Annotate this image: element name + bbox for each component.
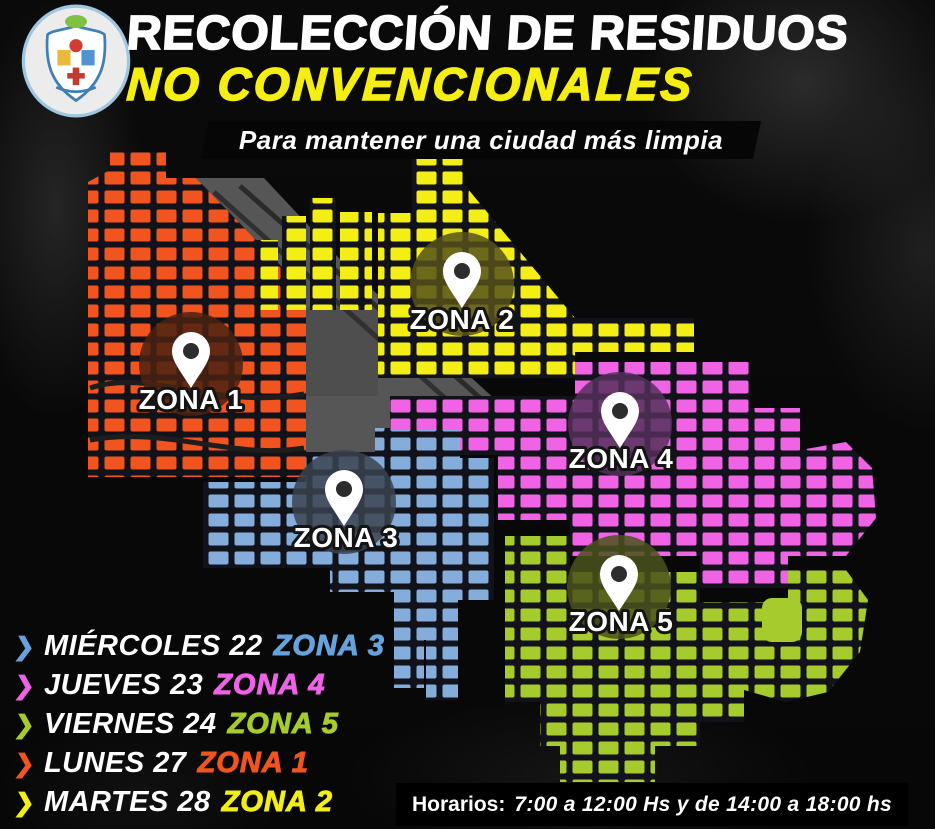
zona-5-area (505, 536, 868, 782)
collection-schedule: ❯ MIÉRCOLES 22 ZONA 3 ❯ JUEVES 23 ZONA 4… (12, 630, 385, 825)
schedule-row-miercoles: ❯ MIÉRCOLES 22 ZONA 3 (12, 630, 385, 669)
zona-1-label: ZONA 1 (139, 384, 244, 415)
zona-4-map-pin-icon (568, 372, 672, 476)
hours-label: Horarios: (412, 792, 506, 816)
schedule-day: VIERNES 24 (43, 708, 217, 740)
chevron-right-icon: ❯ (12, 750, 37, 778)
poster-title: RECOLECCIÓN DE RESIDUOS (124, 6, 851, 61)
zona-5-map-pin-icon (567, 535, 671, 639)
tagline-text: Para mantener una ciudad más limpia (238, 124, 724, 155)
zona-2-label: ZONA 2 (410, 304, 515, 335)
zona-1-map-pin-icon (139, 312, 243, 416)
tagline-banner: Para mantener una ciudad más limpia (200, 121, 762, 159)
schedule-day: JUEVES 23 (43, 669, 204, 701)
schedule-zone: ZONA 2 (221, 786, 333, 819)
hours-value: 7:00 a 12:00 Hs y de 14:00 a 18:00 hs (514, 792, 893, 816)
schedule-row-viernes: ❯ VIERNES 24 ZONA 5 (12, 708, 385, 747)
schedule-row-martes: ❯ MARTES 28 ZONA 2 (12, 786, 385, 825)
schedule-day: LUNES 27 (43, 747, 187, 779)
chevron-right-icon: ❯ (12, 789, 37, 817)
schedule-zone: ZONA 4 (214, 669, 326, 702)
zona-3-area (203, 428, 494, 700)
zona-4-label: ZONA 4 (569, 443, 674, 474)
poster-subtitle: NO CONVENCIONALES (125, 57, 697, 111)
schedule-row-lunes: ❯ LUNES 27 ZONA 1 (12, 747, 385, 786)
chevron-right-icon: ❯ (12, 711, 37, 739)
chevron-right-icon: ❯ (12, 633, 37, 661)
zona-3-map-pin-icon (292, 450, 396, 554)
schedule-day: MARTES 28 (43, 786, 211, 818)
municipal-crest-icon (20, 4, 132, 118)
schedule-zone: ZONA 3 (273, 630, 385, 663)
hours-bar: Horarios: 7:00 a 12:00 Hs y de 14:00 a 1… (396, 783, 909, 826)
chevron-right-icon: ❯ (12, 672, 37, 700)
schedule-day: MIÉRCOLES 22 (43, 630, 263, 662)
schedule-zone: ZONA 5 (227, 708, 339, 741)
schedule-row-jueves: ❯ JUEVES 23 ZONA 4 (12, 669, 385, 708)
schedule-zone: ZONA 1 (197, 747, 309, 780)
zona-4-area (390, 362, 876, 588)
zona-2-map-pin-icon (410, 232, 514, 336)
zona-5-label: ZONA 5 (569, 606, 674, 637)
zona-3-label: ZONA 3 (294, 522, 399, 553)
